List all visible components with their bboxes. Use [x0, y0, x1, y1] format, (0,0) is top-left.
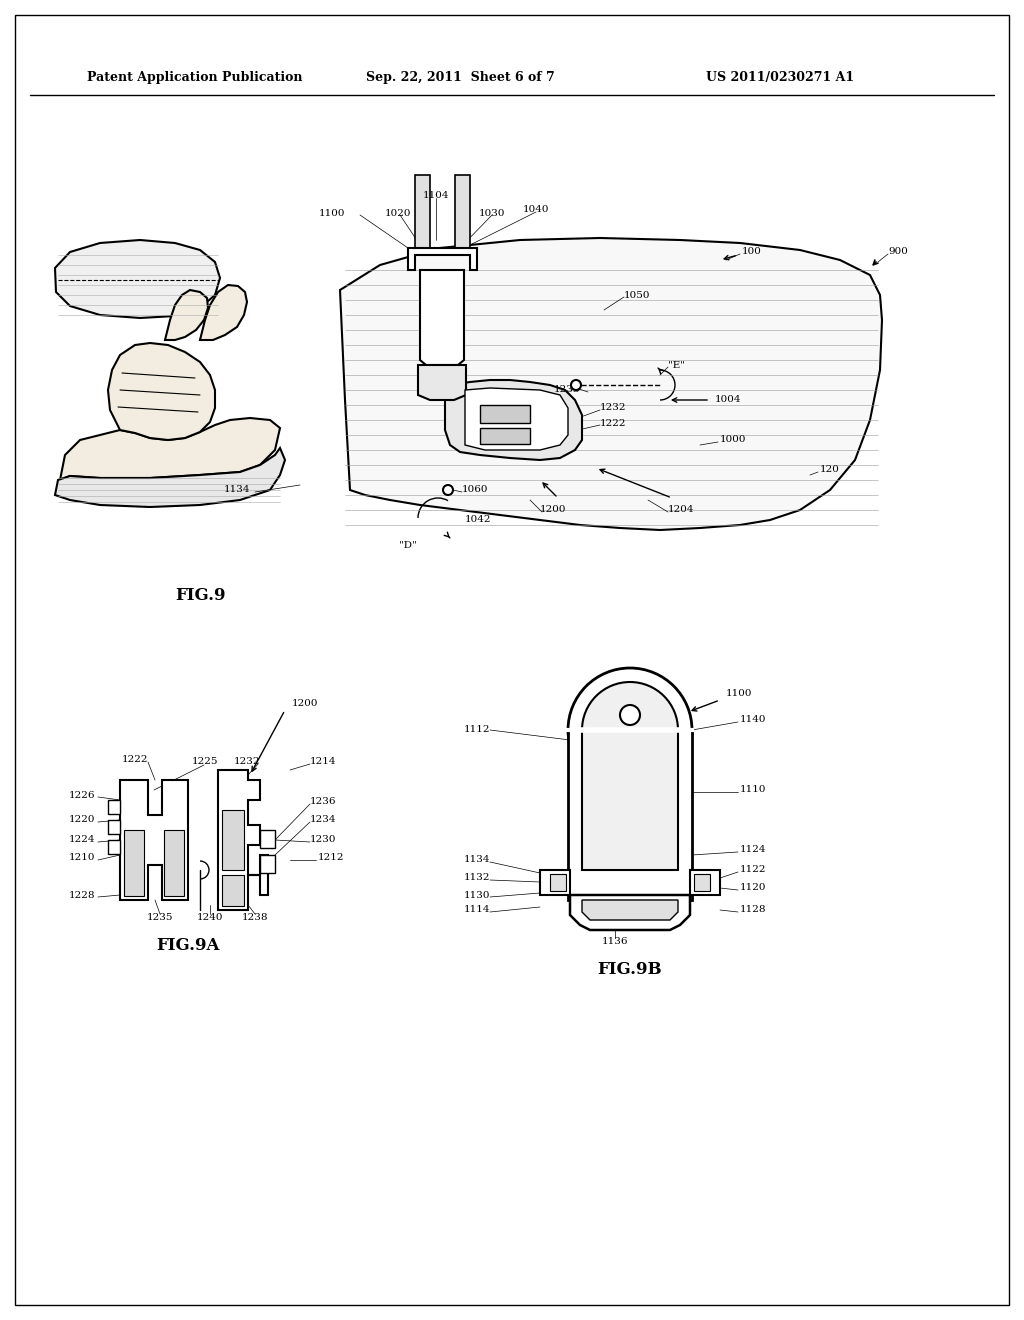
Text: 1234: 1234	[310, 816, 337, 825]
Text: 1112: 1112	[464, 726, 490, 734]
Bar	[260, 830, 275, 847]
Text: 1232: 1232	[233, 758, 260, 767]
Polygon shape	[408, 248, 477, 271]
Circle shape	[571, 380, 581, 389]
Polygon shape	[222, 875, 244, 906]
Text: 1240: 1240	[197, 913, 223, 923]
Text: Patent Application Publication: Patent Application Publication	[87, 71, 303, 84]
Bar	[480, 428, 530, 444]
Text: 1042: 1042	[465, 516, 492, 524]
Polygon shape	[420, 271, 464, 366]
Circle shape	[620, 705, 640, 725]
Text: 1214: 1214	[310, 758, 337, 767]
Text: 1232: 1232	[600, 404, 627, 412]
Polygon shape	[550, 874, 566, 891]
Circle shape	[568, 668, 692, 792]
Text: 1235: 1235	[146, 913, 173, 923]
Polygon shape	[694, 874, 710, 891]
Text: 1140: 1140	[740, 715, 767, 725]
Polygon shape	[465, 388, 568, 450]
Text: 1030: 1030	[479, 209, 505, 218]
Polygon shape	[570, 895, 690, 931]
Text: 1050: 1050	[624, 290, 650, 300]
Polygon shape	[568, 730, 692, 900]
Text: 120: 120	[820, 466, 840, 474]
Text: US 2011/0230271 A1: US 2011/0230271 A1	[706, 71, 854, 84]
Polygon shape	[222, 810, 244, 870]
Text: 1110: 1110	[740, 785, 767, 795]
Text: 1226: 1226	[69, 791, 95, 800]
Text: 1120: 1120	[740, 883, 767, 892]
Text: 1212: 1212	[318, 854, 344, 862]
Text: 1020: 1020	[385, 209, 412, 218]
Polygon shape	[124, 830, 144, 896]
Polygon shape	[690, 870, 720, 895]
Text: 1220: 1220	[69, 816, 95, 825]
Polygon shape	[164, 830, 184, 896]
Text: 1114: 1114	[464, 906, 490, 915]
Polygon shape	[582, 730, 678, 870]
Text: 900: 900	[888, 248, 908, 256]
Circle shape	[582, 682, 678, 777]
Text: "D": "D"	[399, 540, 417, 549]
Text: FIG.9A: FIG.9A	[157, 936, 220, 953]
Text: 1236: 1236	[310, 797, 337, 807]
Polygon shape	[455, 176, 470, 248]
Text: 1000: 1000	[720, 436, 746, 445]
Text: 1060: 1060	[462, 486, 488, 495]
Bar	[480, 405, 530, 422]
Bar	[108, 820, 120, 834]
Text: 1222: 1222	[600, 418, 627, 428]
Bar	[108, 840, 120, 854]
Text: FIG.9B: FIG.9B	[598, 961, 663, 978]
Text: 1134: 1134	[223, 486, 250, 495]
Text: 1238: 1238	[242, 913, 268, 923]
Text: 1230: 1230	[310, 836, 337, 845]
Polygon shape	[540, 870, 570, 895]
Text: 1122: 1122	[740, 866, 767, 874]
Polygon shape	[340, 238, 882, 531]
Text: 1124: 1124	[740, 846, 767, 854]
Text: 1200: 1200	[540, 506, 566, 515]
Text: 1222: 1222	[122, 755, 148, 764]
Polygon shape	[55, 240, 220, 318]
Text: 1225: 1225	[191, 758, 218, 767]
Polygon shape	[55, 447, 285, 507]
Text: 1100: 1100	[318, 209, 345, 218]
Polygon shape	[582, 900, 678, 920]
Polygon shape	[415, 176, 430, 248]
Circle shape	[443, 484, 453, 495]
Text: 1130: 1130	[464, 891, 490, 899]
Polygon shape	[108, 343, 215, 440]
Polygon shape	[200, 285, 247, 341]
Text: 1004: 1004	[715, 396, 741, 404]
Polygon shape	[60, 418, 280, 480]
Text: 1132: 1132	[464, 874, 490, 883]
Text: 1134: 1134	[464, 855, 490, 865]
Polygon shape	[165, 290, 208, 341]
Text: 1204: 1204	[668, 506, 694, 515]
Text: FIG.9: FIG.9	[175, 586, 225, 603]
Text: 1200: 1200	[292, 698, 318, 708]
Text: 1233: 1233	[554, 385, 580, 395]
Text: 1228: 1228	[69, 891, 95, 899]
Text: "E": "E"	[668, 360, 685, 370]
Polygon shape	[218, 770, 268, 909]
Polygon shape	[445, 380, 582, 459]
Text: 1136: 1136	[602, 937, 629, 946]
Text: 1104: 1104	[423, 190, 450, 199]
Text: 100: 100	[742, 248, 762, 256]
Text: 1100: 1100	[726, 689, 753, 698]
Text: Sep. 22, 2011  Sheet 6 of 7: Sep. 22, 2011 Sheet 6 of 7	[366, 71, 554, 84]
Text: 1224: 1224	[69, 836, 95, 845]
Bar	[260, 855, 275, 873]
Polygon shape	[120, 780, 188, 900]
Text: 1128: 1128	[740, 906, 767, 915]
Polygon shape	[418, 366, 466, 400]
Bar	[108, 800, 120, 814]
Text: 1210: 1210	[69, 854, 95, 862]
Text: 1040: 1040	[522, 206, 549, 214]
